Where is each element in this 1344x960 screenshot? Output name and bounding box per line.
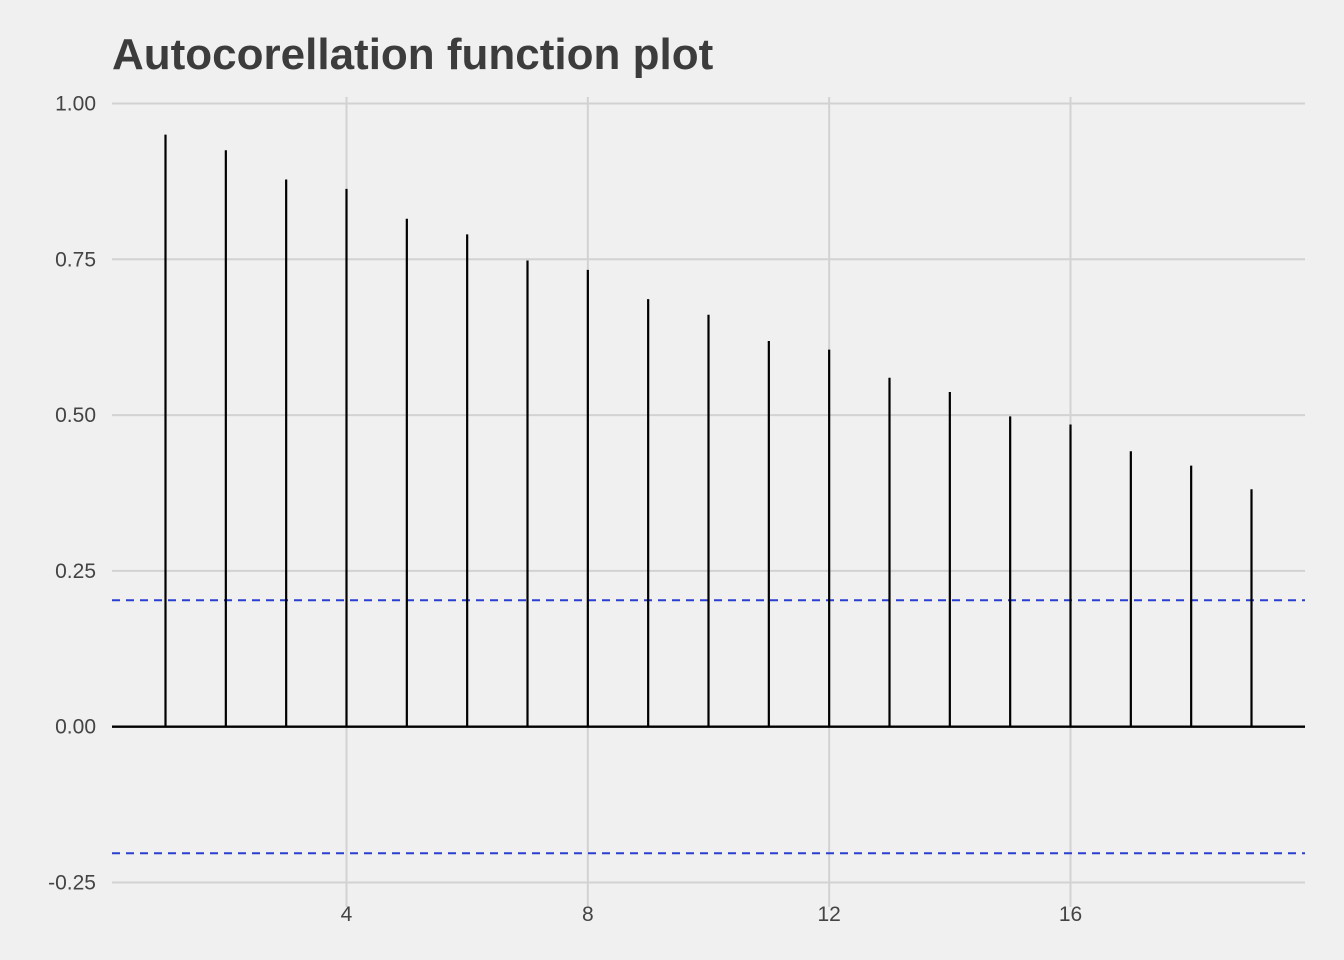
y-tick-label: 0.25 [55,560,96,583]
x-tick-label: 12 [817,903,840,926]
x-tick-label: 4 [341,903,353,926]
x-tick-label: 16 [1059,903,1082,926]
stems [164,134,1253,727]
tick-labels: -0.25 0.00 0.25 0.50 0.75 1.00 4 8 12 16 [48,93,1082,927]
y-tick-label: 0.50 [55,404,96,427]
x-tick-label: 8 [582,903,594,926]
y-tick-label: -0.25 [48,872,96,895]
y-tick-label: 1.00 [55,93,96,116]
confidence-bounds [112,599,1305,855]
chart-title: Autocorellation function plot [112,30,714,79]
y-tick-label: 0.75 [55,248,96,271]
y-tick-label: 0.00 [55,716,96,739]
